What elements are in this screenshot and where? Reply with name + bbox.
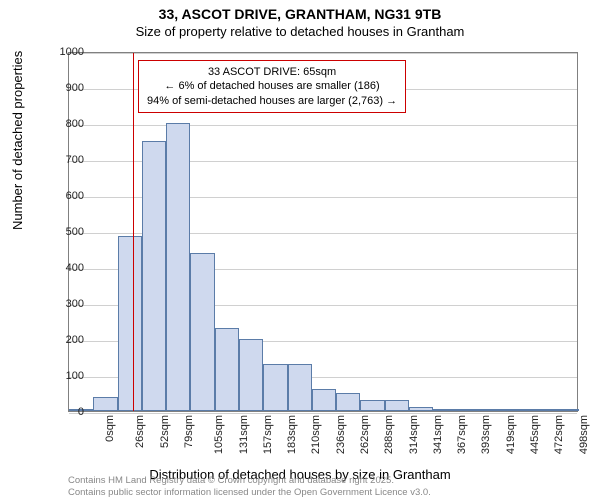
y-tick-label: 1000 xyxy=(60,46,84,58)
x-tick-label: 236sqm xyxy=(335,415,347,454)
grid-line xyxy=(69,53,577,54)
x-tick-label: 157sqm xyxy=(262,415,274,454)
histogram-bar xyxy=(93,397,117,411)
annotation-line1: 33 ASCOT DRIVE: 65sqm xyxy=(147,65,397,79)
histogram-bar xyxy=(336,393,360,411)
y-tick-label: 700 xyxy=(66,154,84,166)
histogram-bar xyxy=(118,236,142,411)
histogram-bar xyxy=(190,253,214,411)
y-tick-label: 100 xyxy=(66,370,84,382)
histogram-bar xyxy=(288,364,312,411)
x-tick-label: 105sqm xyxy=(213,415,225,454)
x-tick-label: 472sqm xyxy=(553,415,565,454)
x-tick-label: 419sqm xyxy=(505,415,517,454)
x-tick-label: 367sqm xyxy=(456,415,468,454)
histogram-bar xyxy=(215,328,239,411)
x-tick-label: 183sqm xyxy=(286,415,298,454)
y-tick-label: 800 xyxy=(66,118,84,130)
histogram-bar xyxy=(360,400,384,411)
x-tick-label: 314sqm xyxy=(408,415,420,454)
reference-line xyxy=(133,53,134,411)
histogram-bar xyxy=(142,141,166,411)
y-tick-label: 500 xyxy=(66,226,84,238)
histogram-bar xyxy=(530,409,554,411)
y-tick-label: 200 xyxy=(66,334,84,346)
attribution-line1: Contains HM Land Registry data © Crown c… xyxy=(68,475,590,486)
annotation-line2: ← 6% of detached houses are smaller (186… xyxy=(147,79,397,93)
histogram-bar xyxy=(482,409,506,411)
x-tick-label: 341sqm xyxy=(432,415,444,454)
attribution: Contains HM Land Registry data © Crown c… xyxy=(68,475,590,498)
y-tick-label: 0 xyxy=(78,406,84,418)
grid-line xyxy=(69,413,577,414)
histogram-bar xyxy=(506,409,530,411)
x-tick-label: 131sqm xyxy=(238,415,250,454)
x-tick-label: 52sqm xyxy=(159,415,171,448)
page-title: 33, ASCOT DRIVE, GRANTHAM, NG31 9TB xyxy=(0,0,600,22)
x-tick-label: 445sqm xyxy=(529,415,541,454)
y-tick-label: 900 xyxy=(66,82,84,94)
histogram-bar xyxy=(263,364,287,411)
attribution-line2: Contains public sector information licen… xyxy=(68,487,590,498)
x-tick-label: 393sqm xyxy=(481,415,493,454)
x-tick-label: 498sqm xyxy=(578,415,590,454)
x-tick-label: 262sqm xyxy=(359,415,371,454)
x-tick-label: 26sqm xyxy=(134,415,146,448)
y-axis-label: Number of detached properties xyxy=(10,51,25,230)
y-tick-label: 600 xyxy=(66,190,84,202)
histogram-bar xyxy=(312,389,336,411)
plot-area: 0sqm26sqm52sqm79sqm105sqm131sqm157sqm183… xyxy=(68,52,578,412)
histogram-bar xyxy=(433,409,457,411)
histogram-bar xyxy=(166,123,190,411)
histogram-bar xyxy=(239,339,263,411)
y-tick-label: 300 xyxy=(66,298,84,310)
grid-line xyxy=(69,125,577,126)
annotation-box: 33 ASCOT DRIVE: 65sqm ← 6% of detached h… xyxy=(138,60,406,113)
histogram-bar xyxy=(409,407,433,411)
y-tick-label: 400 xyxy=(66,262,84,274)
chart-container: 33, ASCOT DRIVE, GRANTHAM, NG31 9TB Size… xyxy=(0,0,600,500)
histogram-bar xyxy=(385,400,409,411)
annotation-line3: 94% of semi-detached houses are larger (… xyxy=(147,94,397,108)
x-tick-label: 0sqm xyxy=(104,415,116,442)
page-subtitle: Size of property relative to detached ho… xyxy=(0,24,600,39)
x-tick-label: 210sqm xyxy=(311,415,323,454)
histogram-bar xyxy=(458,409,482,411)
x-tick-label: 288sqm xyxy=(383,415,395,454)
histogram-bar xyxy=(555,409,579,411)
x-tick-label: 79sqm xyxy=(183,415,195,448)
